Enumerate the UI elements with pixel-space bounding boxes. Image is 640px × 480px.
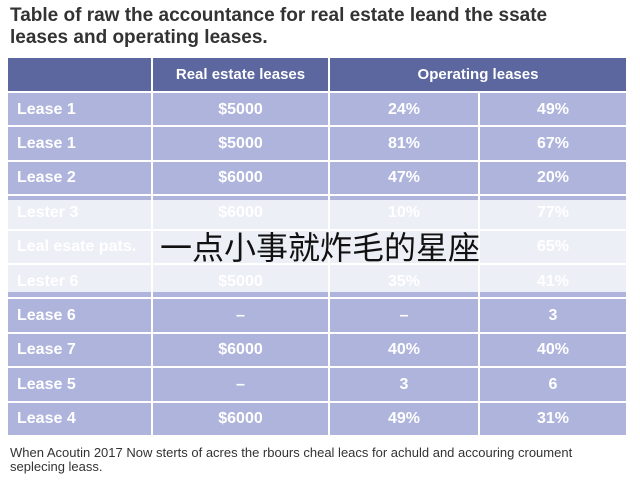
header-cell <box>8 58 151 91</box>
row-label: Lease 5 <box>8 368 151 401</box>
data-cell: 24% <box>330 93 478 126</box>
data-cell: $6000 <box>153 402 328 435</box>
header-cell: Real estate leases <box>153 58 328 91</box>
overlay-caption: 一点小事就炸毛的星座 <box>0 200 640 292</box>
row-label: Lease 1 <box>8 93 151 126</box>
data-cell: 40% <box>330 333 478 367</box>
data-cell: – <box>153 299 328 332</box>
row-label: Lease 4 <box>8 402 151 435</box>
data-cell: – <box>330 299 478 332</box>
data-cell: 3 <box>480 299 626 332</box>
data-cell: $6000 <box>153 161 328 195</box>
row-label: Lease 7 <box>8 333 151 367</box>
row-label: Lease 2 <box>8 161 151 195</box>
title: Table of raw the accountance for real es… <box>10 5 548 48</box>
data-cell: 3 <box>330 368 478 401</box>
data-cell: 49% <box>330 402 478 435</box>
data-cell: 49% <box>480 93 626 126</box>
footnote: When Acoutin 2017 Now sterts of acres th… <box>10 445 573 474</box>
header-cell: Operating leases <box>330 58 626 91</box>
data-cell: 6 <box>480 368 626 401</box>
data-cell: $5000 <box>153 127 328 160</box>
data-cell: 40% <box>480 333 626 367</box>
data-cell: 81% <box>330 127 478 160</box>
data-cell: $5000 <box>153 93 328 126</box>
data-cell: 31% <box>480 402 626 435</box>
row-label: Lease 1 <box>8 127 151 160</box>
data-cell: – <box>153 368 328 401</box>
data-cell: 20% <box>480 161 626 195</box>
data-cell: 47% <box>330 161 478 195</box>
row-label: Lease 6 <box>8 299 151 332</box>
data-cell: 67% <box>480 127 626 160</box>
data-cell: $6000 <box>153 333 328 367</box>
